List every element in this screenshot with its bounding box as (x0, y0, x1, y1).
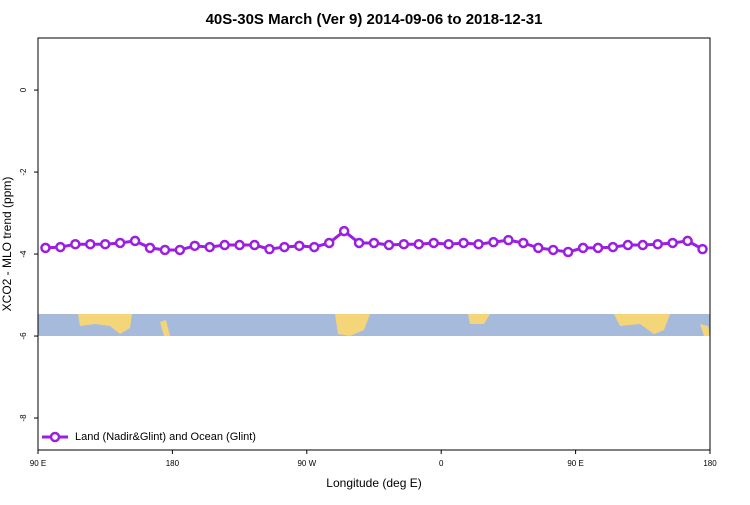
point (353, 237, 365, 249)
point (652, 238, 663, 250)
point (174, 244, 186, 256)
y-tick-label: 0 (19, 87, 28, 92)
legend-marker (49, 431, 61, 443)
point (458, 237, 469, 249)
x-tick-label: 90 E (30, 459, 46, 468)
point (204, 241, 215, 253)
point (144, 242, 156, 254)
x-tick-label: 0 (439, 459, 444, 468)
point (129, 235, 141, 247)
point (368, 237, 380, 249)
point (338, 225, 350, 237)
point (249, 239, 260, 251)
point (577, 242, 589, 254)
point (99, 238, 111, 250)
point (234, 239, 245, 251)
point (592, 242, 604, 254)
point (667, 237, 678, 249)
y-tick-label: -8 (19, 414, 28, 422)
point (55, 241, 66, 253)
point (323, 237, 335, 249)
point (697, 243, 708, 255)
point (562, 246, 574, 258)
legend: Land (Nadir&Glint) and Ocean (Glint) (42, 431, 256, 443)
point (503, 234, 514, 246)
point (279, 241, 290, 253)
point (70, 238, 81, 250)
y-axis-label: XCO2 - MLO trend (ppm) (0, 177, 14, 312)
point (264, 243, 275, 255)
point (443, 238, 454, 250)
y-tick-label: -2 (19, 168, 28, 176)
point (428, 237, 439, 249)
x-tick-label: 180 (166, 459, 180, 468)
point (607, 241, 619, 253)
point (622, 239, 634, 251)
point (398, 238, 410, 250)
point (114, 237, 126, 249)
point (294, 240, 305, 252)
point (219, 239, 230, 251)
map-strip (38, 314, 710, 336)
point (309, 241, 320, 253)
y-tick-label: -6 (19, 332, 28, 340)
point (533, 242, 544, 254)
plot-frame (37, 37, 711, 451)
x-axis-label: Longitude (deg E) (326, 476, 421, 490)
x-tick-label: 180 (703, 459, 717, 468)
point (473, 238, 484, 250)
point (547, 244, 559, 256)
point (518, 237, 529, 249)
point (189, 240, 201, 252)
x-tick-label: 90 W (297, 459, 316, 468)
point (413, 238, 425, 250)
chart-title: 40S-30S March (Ver 9) 2014-09-06 to 2018… (206, 11, 543, 28)
x-tick-label: 90 E (567, 459, 583, 468)
point (159, 244, 171, 256)
legend-label: Land (Nadir&Glint) and Ocean (Glint) (75, 431, 256, 443)
point (488, 236, 499, 248)
point (637, 239, 649, 251)
y-tick-label: -4 (19, 250, 28, 258)
point (682, 235, 693, 247)
point (85, 238, 96, 250)
point (40, 242, 51, 254)
point (383, 239, 395, 251)
